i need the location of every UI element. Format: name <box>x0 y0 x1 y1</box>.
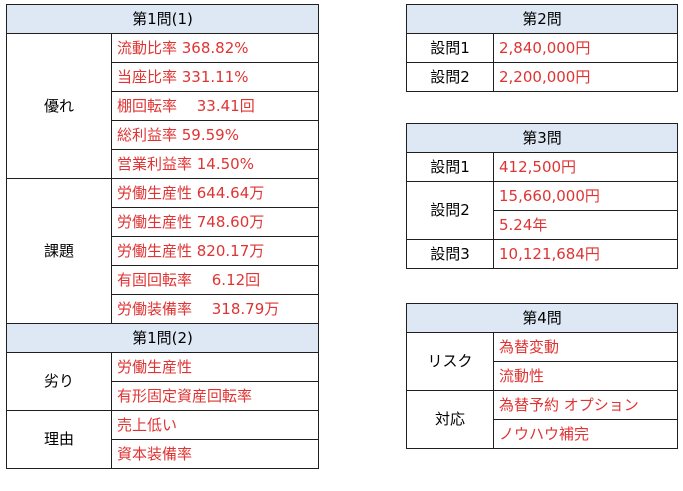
issue-item: 労働生産性 820.17万 <box>111 236 319 266</box>
q3-row-value: 412,500円 <box>493 152 678 182</box>
strength-item: 棚回転率 33.41回 <box>111 91 319 121</box>
q1-2-title: 第1問(2) <box>6 323 319 353</box>
response-item: 為替予約 オプション <box>493 390 678 420</box>
risk-label: リスク <box>406 332 494 391</box>
issue-item: 労働生産性 748.60万 <box>111 207 319 237</box>
q3-row-label: 設問1 <box>406 152 494 182</box>
q2-row-value: 2,840,000円 <box>493 33 678 63</box>
risk-item: 流動性 <box>493 361 678 391</box>
q4-title: 第4問 <box>406 303 678 333</box>
response-label: 対応 <box>406 390 494 449</box>
q2-row-label: 設問1 <box>406 33 494 63</box>
issues-label: 課題 <box>6 178 112 324</box>
q3-row-label: 設問2 <box>406 181 494 240</box>
issue-item: 労働生産性 644.64万 <box>111 178 319 208</box>
strength-item: 流動比率 368.82% <box>111 33 319 63</box>
q2-row-value: 2,200,000円 <box>493 62 678 92</box>
q3-row-label: 設問3 <box>406 239 494 269</box>
q2-table: 第2問 設問1 2,840,000円 設問2 2,200,000円 <box>406 4 678 92</box>
strength-item: 総利益率 59.59% <box>111 120 319 150</box>
strength-item: 当座比率 331.11% <box>111 62 319 92</box>
q1-table: 第1問(1) 優れ 流動比率 368.82% 当座比率 331.11% 棚回転率… <box>6 4 319 469</box>
issue-item: 有固回転率 6.12回 <box>111 265 319 295</box>
issue-item: 労働装備率 318.79万 <box>111 294 319 324</box>
q1-1-title: 第1問(1) <box>6 4 319 34</box>
strengths-label: 優れ <box>6 33 112 179</box>
q3-row-value: 5.24年 <box>493 210 678 240</box>
q3-row-value: 15,660,000円 <box>493 181 678 211</box>
q4-table: 第4問 リスク 為替変動 流動性 対応 為替予約 オプション ノウハウ補完 <box>406 303 678 449</box>
reason-item: 資本装備率 <box>111 439 319 469</box>
q3-row-value: 10,121,684円 <box>493 239 678 269</box>
q3-title: 第3問 <box>406 123 678 153</box>
weakness-item: 有形固定資産回転率 <box>111 381 319 411</box>
reason-item: 売上低い <box>111 410 319 440</box>
strength-item: 営業利益率 14.50% <box>111 149 319 179</box>
q2-row-label: 設問2 <box>406 62 494 92</box>
risk-item: 為替変動 <box>493 332 678 362</box>
weakness-label: 劣り <box>6 352 112 411</box>
q3-table: 第3問 設問1 412,500円 設問2 15,660,000円 5.24年 設… <box>406 123 678 269</box>
response-item: ノウハウ補完 <box>493 419 678 449</box>
q2-title: 第2問 <box>406 4 678 34</box>
reason-label: 理由 <box>6 410 112 469</box>
weakness-item: 労働生産性 <box>111 352 319 382</box>
